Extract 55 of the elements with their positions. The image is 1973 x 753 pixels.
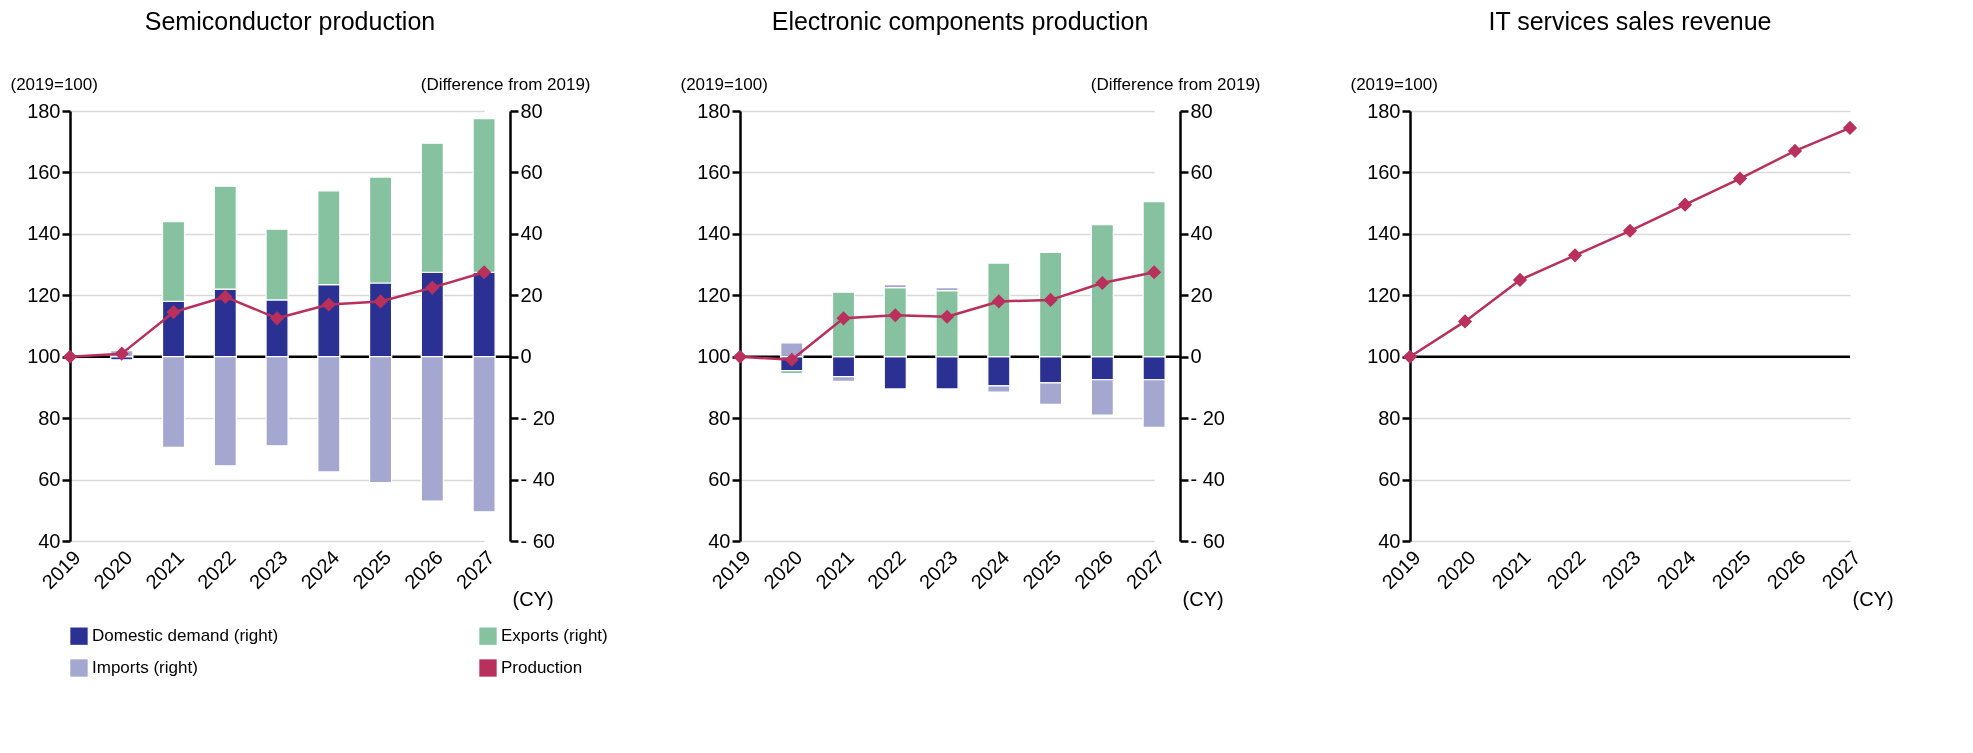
y2-tick-label: - 40 bbox=[1190, 468, 1225, 491]
y2-tick-label: 0 bbox=[1190, 345, 1202, 368]
y2-tick-label: - 60 bbox=[1190, 529, 1225, 552]
y-tick-label: 180 bbox=[697, 99, 731, 122]
y-tick-label: 80 bbox=[38, 406, 61, 429]
y-tick-label: 100 bbox=[1367, 345, 1401, 368]
y-tick-label: 160 bbox=[27, 160, 61, 183]
y-tick-label: 120 bbox=[697, 283, 731, 306]
y2-axis-title: (Difference from 2019) bbox=[420, 74, 591, 94]
chart-title: Semiconductor production bbox=[144, 7, 436, 35]
y-tick-label: 180 bbox=[1367, 99, 1401, 122]
y-tick-label: 60 bbox=[708, 468, 731, 491]
y2-tick-label: 40 bbox=[520, 222, 543, 245]
y-tick-label: 80 bbox=[1378, 406, 1401, 429]
x-axis-title: (CY) bbox=[512, 587, 554, 610]
legend-label: Exports (right) bbox=[501, 626, 608, 646]
y2-tick-label: 20 bbox=[520, 283, 543, 306]
y2-tick-label: 60 bbox=[520, 160, 543, 183]
y-tick-label: 100 bbox=[697, 345, 731, 368]
y2-tick-label: 60 bbox=[1190, 160, 1213, 183]
legend-label: Imports (right) bbox=[92, 658, 198, 677]
y-tick-label: 140 bbox=[1367, 222, 1401, 245]
y-tick-label: 120 bbox=[27, 283, 61, 306]
y-tick-label: 60 bbox=[1378, 468, 1401, 491]
y-tick-label: 40 bbox=[708, 529, 731, 552]
y-tick-label: 180 bbox=[27, 99, 61, 122]
y-tick-label: 40 bbox=[38, 529, 61, 552]
y-axis-title: (2019=100) bbox=[680, 74, 768, 94]
y2-tick-label: - 20 bbox=[520, 406, 555, 429]
y2-tick-label: 0 bbox=[520, 345, 532, 368]
y2-tick-label: 40 bbox=[1190, 222, 1213, 245]
x-axis-title: (CY) bbox=[1852, 587, 1894, 610]
y-axis-title: (2019=100) bbox=[10, 74, 98, 94]
y2-tick-label: - 40 bbox=[520, 468, 555, 491]
legend-label: Production bbox=[501, 658, 583, 677]
y-tick-label: 60 bbox=[38, 468, 61, 491]
x-axis-title: (CY) bbox=[1182, 587, 1224, 610]
y2-tick-label: 80 bbox=[1190, 99, 1213, 122]
y2-tick-label: - 20 bbox=[1190, 406, 1225, 429]
y-tick-label: 40 bbox=[1378, 529, 1401, 552]
chart-title: IT services sales revenue bbox=[1488, 7, 1772, 35]
y-tick-label: 160 bbox=[1367, 160, 1401, 183]
y-tick-label: 120 bbox=[1367, 283, 1401, 306]
y2-tick-label: - 60 bbox=[520, 529, 555, 552]
y-tick-label: 100 bbox=[27, 345, 61, 368]
y-tick-label: 80 bbox=[708, 406, 731, 429]
chart-title: Electronic components production bbox=[771, 7, 1149, 35]
y-tick-label: 160 bbox=[697, 160, 731, 183]
y-axis-title: (2019=100) bbox=[1350, 74, 1438, 94]
legend-label: Domestic demand (right) bbox=[92, 626, 279, 646]
y2-axis-title: (Difference from 2019) bbox=[1090, 74, 1261, 94]
y-tick-label: 140 bbox=[27, 222, 61, 245]
y-tick-label: 140 bbox=[697, 222, 731, 245]
y2-tick-label: 80 bbox=[520, 99, 543, 122]
y2-tick-label: 20 bbox=[1190, 283, 1213, 306]
